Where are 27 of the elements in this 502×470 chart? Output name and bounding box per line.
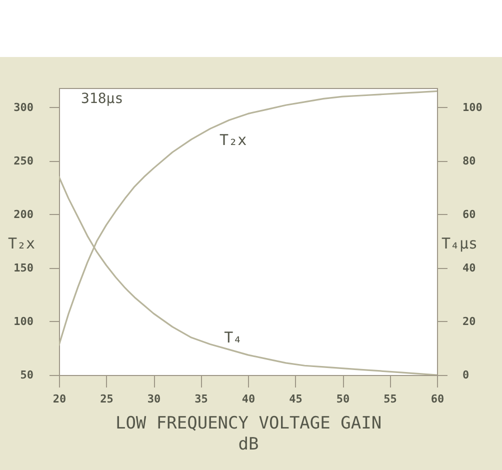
y2-tick-label: 80 <box>462 154 476 168</box>
x-tick-label: 60 <box>430 392 444 406</box>
y-tick-label: 100 <box>14 314 34 328</box>
y2-tick-label: 100 <box>462 100 482 114</box>
x-tick-label: 55 <box>384 392 397 406</box>
y-tick-label: 150 <box>14 261 34 274</box>
x-tick-label: 40 <box>242 392 256 406</box>
x-tick-label: 45 <box>289 392 302 406</box>
x-tick-label: 25 <box>100 392 114 406</box>
series-label: T₂x <box>220 131 247 150</box>
y-tick-label: 50 <box>20 368 34 382</box>
y-tick-label: 250 <box>14 154 34 168</box>
x-tick-label: 35 <box>194 392 208 406</box>
x-tick-label: 30 <box>147 392 161 406</box>
y-axis-title: T₂x <box>8 234 36 252</box>
y-tick-label: 200 <box>14 208 34 221</box>
x-tick-label: 20 <box>52 392 66 406</box>
y2-axis-title: T₄µs <box>441 234 478 252</box>
y2-tick-label: 20 <box>462 314 476 328</box>
y2-tick-label: 60 <box>462 208 476 221</box>
y-tick-label: 300 <box>14 100 34 114</box>
annotation: 318µs <box>81 91 124 107</box>
x-axis-title: LOW FREQUENCY VOLTAGE GAIN dB <box>115 414 382 454</box>
series-label: T₄ <box>224 328 242 347</box>
y2-tick-label: 40 <box>462 261 476 274</box>
x-tick-label: 50 <box>336 392 350 406</box>
y2-tick-label: 0 <box>462 368 470 382</box>
